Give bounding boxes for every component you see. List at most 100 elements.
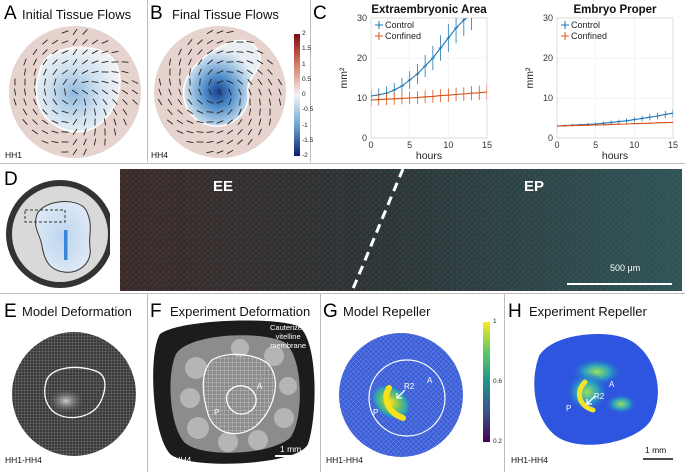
flow-arrow	[61, 40, 69, 44]
y-tick-label: 10	[543, 93, 553, 103]
flow-arrow	[23, 68, 27, 76]
flow-arrow	[178, 58, 182, 66]
flow-arrow	[168, 58, 172, 66]
panel-title: Final Tissue Flows	[172, 7, 279, 22]
flow-arrow	[61, 121, 69, 123]
x-tick-label: 5	[407, 140, 412, 150]
flow-arrow	[258, 128, 262, 136]
plot-area	[370, 17, 488, 139]
panel-letter: B	[150, 3, 163, 24]
flow-arrow	[178, 48, 182, 56]
flow-arrow	[101, 40, 109, 44]
flow-field-initial	[9, 26, 141, 158]
flow-arrow	[32, 48, 38, 56]
flow-arrow	[226, 71, 234, 73]
flow-arrow	[82, 29, 88, 35]
flow-arrow	[81, 69, 89, 75]
panel-title: Experiment Repeller	[529, 304, 647, 319]
flow-arrow	[13, 98, 17, 106]
scalebar-label: 1 mm	[645, 445, 667, 455]
flow-arrow	[72, 48, 78, 56]
y-tick-label: 20	[543, 53, 553, 63]
flow-arrow	[93, 138, 97, 146]
flow-arrow	[41, 140, 49, 144]
flow-arrow	[206, 100, 214, 104]
flow-arrow	[247, 79, 253, 85]
embryo-schematic	[6, 180, 110, 288]
experiment-repeller-field	[534, 333, 673, 460]
stage-label: HH1- HH4	[152, 455, 192, 465]
colorbar-tick: 0	[302, 91, 306, 98]
flow-arrow	[238, 88, 242, 96]
flow-arrow	[197, 39, 203, 45]
colorbar-tick: -0.5	[302, 106, 314, 114]
flow-arrow	[122, 99, 128, 105]
flow-arrow	[81, 80, 89, 84]
flow-arrow	[13, 88, 17, 96]
flow-arrow	[258, 88, 262, 96]
flow-arrow	[227, 109, 233, 115]
flow-arrow	[206, 29, 214, 35]
flow-arrow	[121, 80, 129, 84]
flow-arrow	[198, 88, 202, 96]
flow-arrow	[188, 88, 192, 96]
flow-arrow	[198, 68, 202, 76]
flow-arrow	[226, 51, 234, 53]
flow-arrow	[62, 78, 68, 86]
flow-arrow	[267, 69, 273, 75]
flow-arrow	[42, 109, 48, 115]
divider-ab	[147, 0, 148, 162]
flow-arrow	[176, 130, 184, 134]
divider-gh	[504, 294, 505, 472]
flow-arrow	[186, 109, 194, 115]
flow-arrow	[111, 71, 119, 73]
flow-arrow	[268, 88, 272, 96]
flow-arrow	[228, 88, 232, 96]
flow-arrow	[188, 68, 192, 76]
flow-arrow	[42, 98, 48, 106]
flow-arrow	[72, 98, 78, 106]
flow-arrow	[82, 39, 88, 45]
flow-arrow	[32, 119, 38, 125]
stage-label: HH1-HH4	[5, 455, 42, 465]
flow-arrow	[82, 49, 88, 55]
flow-arrow	[178, 88, 182, 96]
flow-arrow	[131, 89, 139, 95]
flow-arrow	[216, 30, 224, 34]
flow-arrow	[72, 118, 78, 126]
flow-arrow	[226, 80, 234, 84]
divider-bc	[310, 0, 311, 162]
x-tick-label: 0	[554, 140, 559, 150]
flow-arrow	[51, 109, 59, 115]
flow-arrow	[226, 139, 234, 145]
panel-title: Initial Tissue Flows	[22, 7, 132, 22]
flow-arrow	[196, 110, 204, 114]
flow-arrow	[72, 148, 78, 156]
flow-arrow	[207, 69, 213, 75]
flow-arrow	[101, 50, 109, 54]
flow-arrow	[121, 89, 129, 95]
flow-arrow	[188, 58, 192, 66]
flow-arrow	[216, 50, 224, 54]
flow-arrow	[53, 88, 57, 96]
flow-arrow	[197, 99, 203, 105]
panel-letter: E	[4, 301, 17, 322]
flow-arrow	[226, 30, 234, 34]
label-ee: EE	[213, 178, 234, 195]
flow-arrow	[103, 108, 107, 116]
flow-arrow	[43, 88, 47, 96]
panel-d: D	[0, 164, 685, 293]
flow-arrow	[247, 138, 253, 146]
panel-letter: D	[4, 169, 18, 190]
flow-arrow	[236, 51, 244, 53]
flow-arrow	[51, 39, 59, 45]
flow-arrow	[167, 109, 173, 115]
flow-arrow	[42, 49, 48, 55]
flow-arrow	[72, 108, 78, 116]
annotation-cauterized: Cauterized vitelline membrane	[270, 323, 306, 350]
flow-arrows	[13, 28, 139, 156]
flow-arrow	[216, 120, 224, 124]
flow-arrow	[93, 108, 97, 116]
flow-arrow	[63, 88, 67, 96]
stage-label: HH1-HH4	[511, 455, 548, 465]
